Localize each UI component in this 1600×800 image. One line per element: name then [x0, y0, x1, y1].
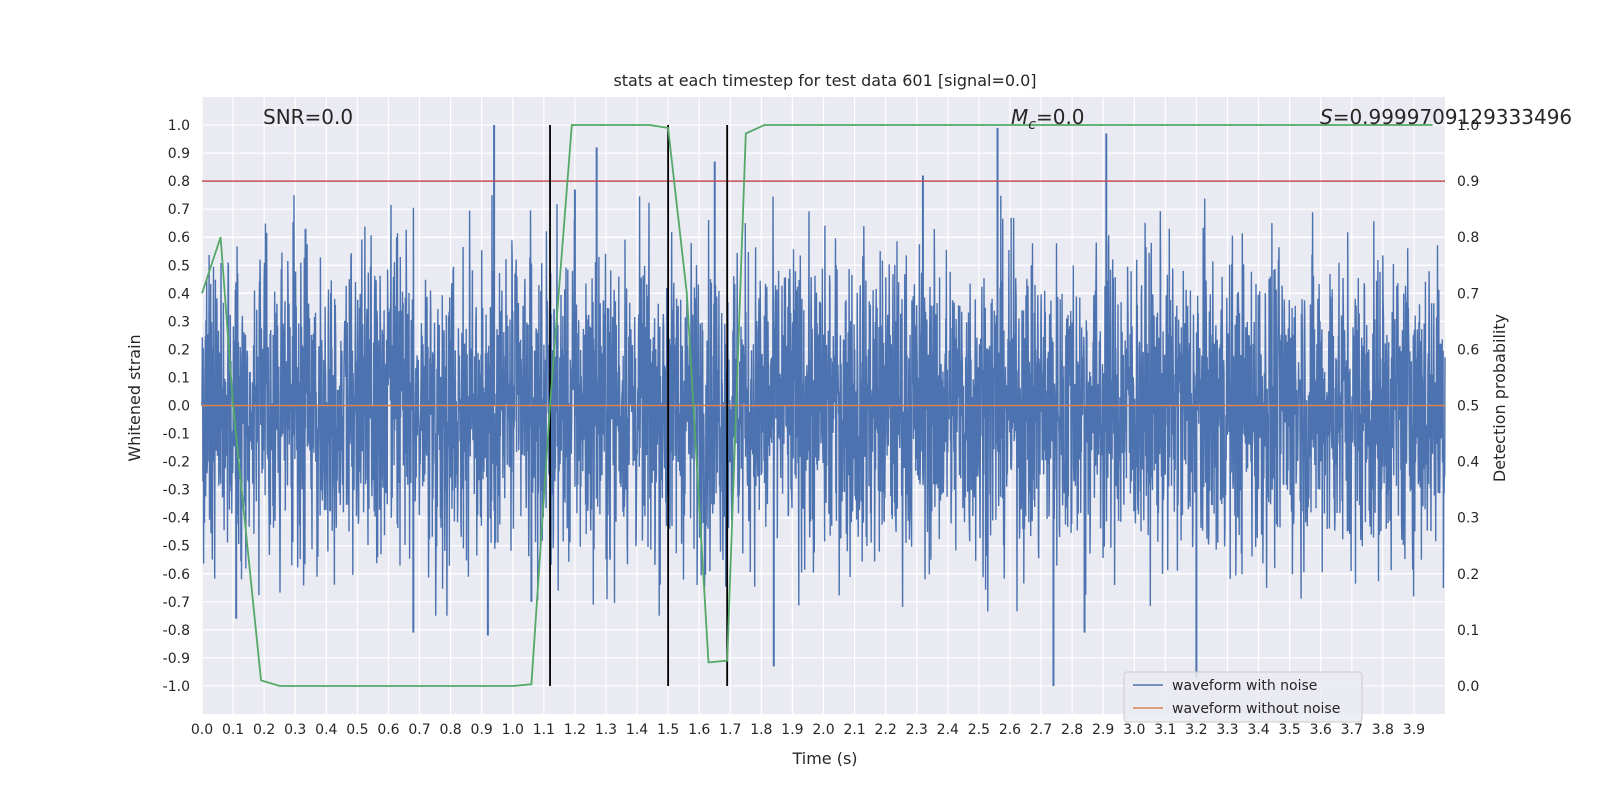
x-tick-label: 0.3: [284, 722, 306, 738]
x-tick-label: 1.3: [595, 722, 617, 738]
x-tick-label: 2.9: [1092, 722, 1114, 738]
x-tick-label: 2.3: [906, 722, 928, 738]
y2-tick-label: 1.0: [1457, 118, 1479, 134]
x-tick-label: 3.9: [1403, 722, 1425, 738]
x-tick-label: 1.1: [533, 722, 555, 738]
x-tick-label: 2.1: [843, 722, 865, 738]
x-tick-label: 0.7: [408, 722, 430, 738]
y-tick-label: 0.0: [168, 399, 190, 415]
y2-tick-label: 0.0: [1457, 679, 1479, 695]
y2-tick-label: 0.2: [1457, 567, 1479, 583]
x-tick-label: 2.6: [999, 722, 1021, 738]
y-tick-label: -0.4: [163, 511, 190, 527]
y2-tick-label: 0.3: [1457, 511, 1479, 527]
x-tick-label: 3.0: [1123, 722, 1145, 738]
x-tick-label: 3.5: [1278, 722, 1300, 738]
x-tick-label: 1.4: [626, 722, 648, 738]
x-axis-label: Time (s): [791, 749, 857, 768]
y-axis-ticks: 1.0 0.9 0.8 0.7 0.6 0.5 0.4 0.3 0.2 0.1 0.0 -0.1 -0.…: [163, 118, 190, 695]
x-tick-label: 3.2: [1185, 722, 1207, 738]
x-tick-label: 1.6: [688, 722, 710, 738]
x-tick-label: 1.9: [781, 722, 803, 738]
x-tick-label: 0.1: [222, 722, 244, 738]
noise-waveform-line: [201, 195, 1446, 616]
x-tick-label: 3.7: [1341, 722, 1363, 738]
series-waveform-with-noise: [201, 125, 1446, 686]
y-tick-label: -0.7: [163, 595, 190, 611]
y-tick-label: -0.6: [163, 567, 190, 583]
x-tick-label: 3.8: [1372, 722, 1394, 738]
detection-probability-line: [201, 124, 1433, 687]
x-tick-label: 1.2: [564, 722, 586, 738]
x-tick-label: 3.6: [1310, 722, 1332, 738]
y-tick-label: -1.0: [163, 679, 190, 695]
x-tick-label: 2.4: [937, 722, 959, 738]
y-tick-label: 0.3: [168, 314, 190, 330]
annotation-chirp-mass: Mc=0.0: [1011, 105, 1085, 133]
y-tick-label: 0.9: [168, 146, 190, 162]
y-tick-label: 0.8: [168, 174, 190, 190]
y2-tick-label: 0.7: [1457, 286, 1479, 302]
x-tick-label: 3.3: [1216, 722, 1238, 738]
x-tick-label: 1.5: [657, 722, 679, 738]
legend-box: [1123, 671, 1363, 723]
x-tick-label: 1.0: [502, 722, 524, 738]
y2-tick-label: 0.4: [1457, 455, 1479, 471]
x-tick-label: 3.4: [1247, 722, 1269, 738]
x-tick-label: 2.5: [968, 722, 990, 738]
x-tick-label: 3.1: [1154, 722, 1176, 738]
x-tick-label: 2.0: [812, 722, 834, 738]
overlay-lines: [201, 124, 1445, 687]
chart-title: stats at each timestep for test data 601…: [613, 71, 1036, 90]
x-tick-label: 0.5: [346, 722, 368, 738]
x-tick-label: 0.6: [377, 722, 399, 738]
y2-tick-label: 0.6: [1457, 342, 1479, 358]
y-tick-label: 0.7: [168, 202, 190, 218]
y-tick-label: -0.5: [163, 539, 190, 555]
x-tick-label: 0.0: [191, 722, 213, 738]
y-tick-label: 1.0: [168, 118, 190, 134]
y2-axis-ticks: 1.0 0.9 0.8 0.7 0.6 0.5 0.4 0.3 0.2 0.1 0.0: [1457, 118, 1479, 695]
x-tick-label: 1.8: [750, 722, 772, 738]
y2-tick-label: 0.5: [1457, 399, 1479, 415]
x-tick-label: 0.8: [439, 722, 461, 738]
x-tick-label: 0.2: [253, 722, 275, 738]
x-tick-label: 1.7: [719, 722, 741, 738]
y-axis-label: Whitened strain: [125, 334, 144, 461]
x-axis-ticks: 0.0 0.1 0.2 0.3 0.4 0.5 0.6 0.7 0.8 0.9 1.0 1.1 1.2 1…: [191, 722, 1425, 738]
y-tick-label: 0.5: [168, 258, 190, 274]
y-tick-label: -0.9: [163, 651, 190, 667]
y-tick-label: 0.6: [168, 230, 190, 246]
legend-label-noise: waveform with noise: [1172, 678, 1317, 694]
y2-axis-label: Detection probability: [1490, 314, 1509, 482]
legend-label-clean: waveform without noise: [1172, 701, 1340, 717]
x-tick-label: 0.4: [315, 722, 337, 738]
y2-tick-label: 0.1: [1457, 623, 1479, 639]
annotation-snr: SNR=0.0: [263, 105, 353, 129]
y-tick-label: 0.4: [168, 286, 190, 302]
x-tick-label: 0.9: [471, 722, 493, 738]
y-tick-label: 0.1: [168, 370, 190, 386]
y2-tick-label: 0.9: [1457, 174, 1479, 190]
y-tick-label: -0.1: [163, 427, 190, 443]
y-tick-label: -0.8: [163, 623, 190, 639]
x-tick-label: 2.7: [1030, 722, 1052, 738]
annotation-score: S=0.9999709129333496: [1320, 105, 1572, 129]
y-tick-label: 0.2: [168, 342, 190, 358]
x-tick-label: 2.8: [1061, 722, 1083, 738]
legend: waveform with noise waveform without noi…: [1123, 671, 1363, 723]
x-tick-label: 2.2: [875, 722, 897, 738]
y-tick-label: -0.3: [163, 483, 190, 499]
y-tick-label: -0.2: [163, 455, 190, 471]
y2-tick-label: 0.8: [1457, 230, 1479, 246]
